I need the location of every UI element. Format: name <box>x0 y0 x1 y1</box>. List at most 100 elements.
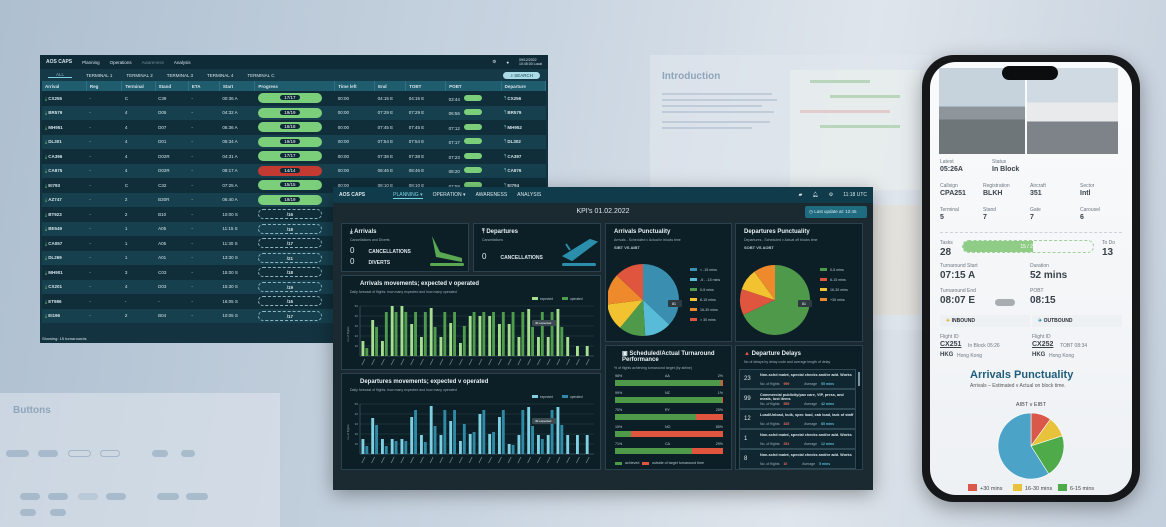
bar-operated[interactable] <box>511 445 515 454</box>
column-header[interactable]: Time left <box>334 81 376 91</box>
bar-operated[interactable] <box>462 326 466 356</box>
bar-operated[interactable] <box>453 410 456 454</box>
column-header[interactable]: Arrival <box>42 81 87 91</box>
bar-expected[interactable] <box>585 435 589 454</box>
arrival-cell[interactable]: ⤓ DL269 <box>42 250 87 265</box>
bar-operated[interactable] <box>531 327 534 356</box>
bar-expected[interactable] <box>459 441 462 454</box>
tab-all[interactable]: ALL <box>48 72 73 78</box>
bar-expected[interactable] <box>371 418 375 454</box>
bar-expected[interactable] <box>527 407 531 454</box>
bar-expected[interactable] <box>410 324 414 356</box>
bar-operated[interactable] <box>384 312 388 356</box>
bar-operated[interactable] <box>423 442 427 454</box>
bar-expected[interactable] <box>410 417 414 454</box>
bar-operated[interactable] <box>511 312 515 356</box>
bar-operated[interactable] <box>433 426 437 454</box>
departure-cell[interactable]: ⤒ CA397 <box>501 149 546 164</box>
bar-expected[interactable] <box>498 324 501 356</box>
arrival-cell[interactable]: ⤓ CX201 <box>42 279 87 294</box>
progress-pill[interactable]: 17/17 <box>257 151 322 162</box>
bar-operated[interactable] <box>423 312 427 356</box>
bar-operated[interactable] <box>560 425 564 454</box>
arrival-cell[interactable]: ⤓ MH901 <box>42 265 87 280</box>
bar-expected[interactable] <box>576 435 579 454</box>
column-header[interactable]: Progress <box>254 81 336 91</box>
bar-expected[interactable] <box>390 439 394 454</box>
bar-operated[interactable] <box>482 312 486 356</box>
bar-expected[interactable] <box>517 337 521 356</box>
bar-expected[interactable] <box>400 439 404 454</box>
bar-operated[interactable] <box>462 424 466 454</box>
column-header[interactable]: TOBT <box>405 81 447 91</box>
bar-expected[interactable] <box>517 435 521 454</box>
table-row[interactable]: ⤓ DL301 -4 D01- 05:34 A 19/19 00:00 07:54… <box>42 134 546 149</box>
pie-slice[interactable] <box>643 264 679 325</box>
bar-operated[interactable] <box>501 410 505 454</box>
progress-pill[interactable]: /17 <box>257 238 322 249</box>
bar-operated[interactable] <box>404 312 408 356</box>
departure-cell[interactable]: ⤒ CA876 <box>501 163 546 178</box>
bar-expected[interactable] <box>566 435 570 454</box>
arrival-cell[interactable]: ⤓ MH951 <box>42 120 87 135</box>
bar-operated[interactable] <box>492 312 495 356</box>
progress-pill[interactable]: 19/19 <box>257 107 322 118</box>
bar-expected[interactable] <box>390 306 394 356</box>
progress-pill[interactable]: /21 <box>257 252 322 263</box>
bar-expected[interactable] <box>556 309 560 356</box>
bar-expected[interactable] <box>546 435 550 454</box>
bar-operated[interactable] <box>540 312 544 356</box>
bar-operated[interactable] <box>472 312 476 356</box>
bar-expected[interactable] <box>585 346 589 356</box>
bar-operated[interactable] <box>414 410 417 454</box>
pie-slice[interactable] <box>608 300 643 328</box>
bar-expected[interactable] <box>478 414 482 454</box>
bar-expected[interactable] <box>488 434 492 454</box>
bell-icon[interactable]: 🔔︎ <box>812 192 819 198</box>
bar-operated[interactable] <box>394 441 398 454</box>
column-header[interactable]: Stand <box>155 81 189 91</box>
bar-operated[interactable] <box>521 410 525 454</box>
last-update-button[interactable]: ◷ Last update at: 12:45 <box>805 206 867 218</box>
flight-id[interactable]: CX251 <box>940 341 962 348</box>
arrival-cell[interactable]: ⤓ BT923 <box>42 207 87 222</box>
arrival-cell[interactable]: ⤓ CX255 <box>42 91 87 106</box>
nav-analysis[interactable]: ANALYSIS <box>517 192 542 198</box>
arrival-cell[interactable]: ⤓ ET986 <box>42 294 87 309</box>
bar-expected[interactable] <box>420 337 423 356</box>
bar-operated[interactable] <box>453 312 456 356</box>
bar-expected[interactable] <box>537 337 540 356</box>
bar-operated[interactable] <box>375 327 378 356</box>
column-header[interactable]: ETA <box>188 81 220 91</box>
pie-slice[interactable] <box>643 300 670 336</box>
bar-expected[interactable] <box>537 435 540 454</box>
arrival-cell[interactable]: ⤓ CA875 <box>42 163 87 178</box>
menu-operations[interactable]: Operations <box>109 59 132 65</box>
pie-slice[interactable] <box>620 300 646 336</box>
bar-expected[interactable] <box>459 343 462 356</box>
departure-cell[interactable]: ⤒ DL302 <box>501 134 546 149</box>
arrival-cell[interactable]: ⤓ AZ747 <box>42 192 87 207</box>
settings-icon[interactable]: ⚙ <box>492 59 497 64</box>
bar-operated[interactable] <box>531 426 534 454</box>
user-icon[interactable]: ● <box>506 59 510 65</box>
arrival-cell[interactable]: ⤓ CA057 <box>42 236 87 251</box>
bar-expected[interactable] <box>371 320 375 356</box>
delay-item[interactable]: 99 Commercial publicity/pax care, VIP, p… <box>739 389 856 409</box>
bar-expected[interactable] <box>361 341 365 356</box>
bar-operated[interactable] <box>375 425 378 454</box>
table-row[interactable]: ⤓ MH951 -4 D07- 06:36 A 18/18 00:00 07:45… <box>42 120 546 135</box>
delay-item[interactable]: 12 Load/Unload, bulk, spec load, cab loa… <box>739 409 856 429</box>
arrival-cell[interactable]: ⤓ BR579 <box>42 105 87 120</box>
bar-operated[interactable] <box>394 312 398 356</box>
table-row[interactable]: ⤓ CA875 -4 D02R - 08:17 A 14/14 00:00 08:4… <box>42 163 546 178</box>
bar-expected[interactable] <box>507 324 511 356</box>
progress-pill[interactable]: /18 <box>257 267 322 278</box>
column-header[interactable]: Start <box>219 81 256 91</box>
progress-pill[interactable]: /18 <box>257 223 322 234</box>
bar-operated[interactable] <box>521 312 525 356</box>
bar-expected[interactable] <box>566 337 570 356</box>
pie-slice[interactable] <box>740 289 775 315</box>
arrival-cell[interactable]: ⤓ CA396 <box>42 149 87 164</box>
progress-pill[interactable]: /16 <box>257 296 322 307</box>
